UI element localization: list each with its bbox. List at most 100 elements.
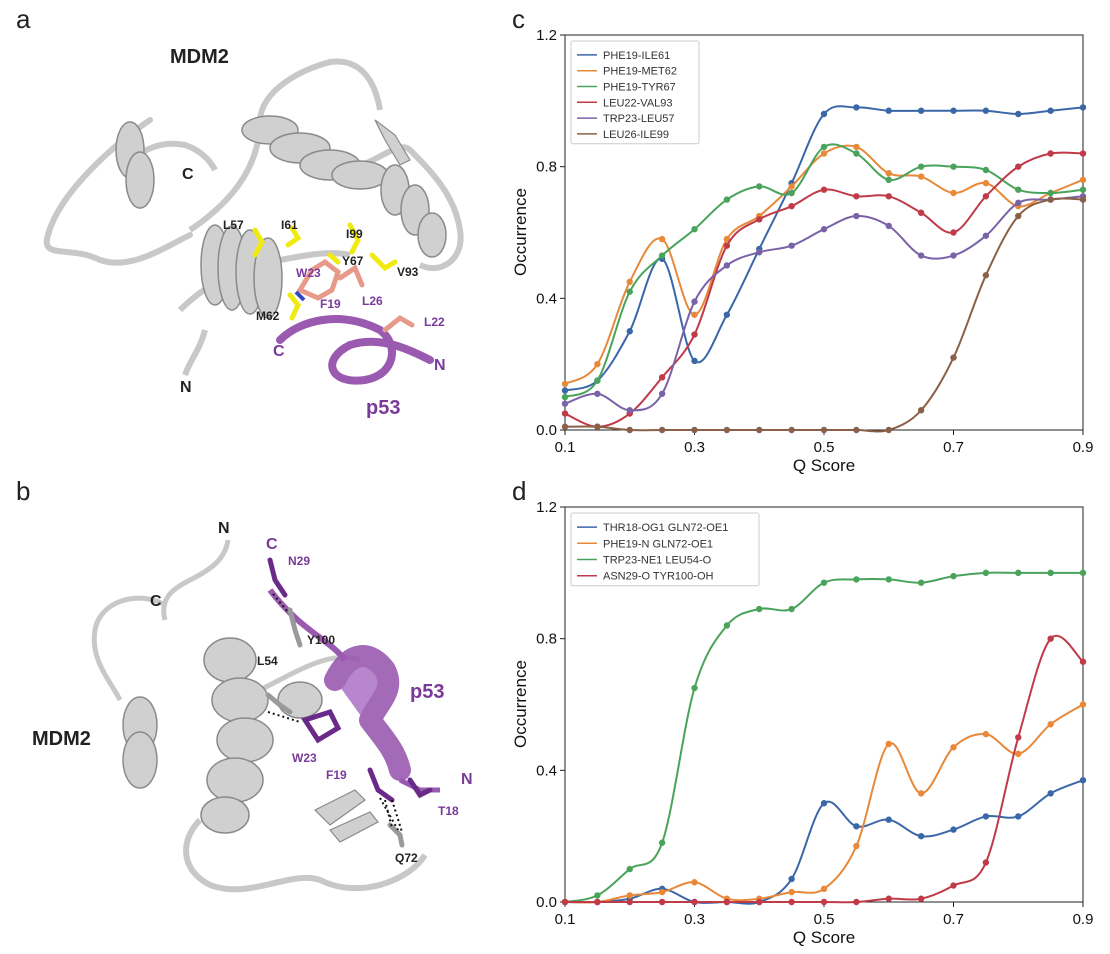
label-mdm2-b: MDM2 [32,728,91,750]
data-point [1047,569,1054,577]
data-point [626,892,633,899]
data-point [982,859,990,866]
label-N29: N29 [288,554,310,568]
data-point [756,183,763,190]
data-point [1079,569,1087,577]
data-point [1079,777,1087,784]
data-point [950,744,957,751]
data-point [626,865,633,873]
data-point [691,898,698,906]
label-Y100: Y100 [307,633,335,647]
label-c-term-a: C [182,166,194,183]
data-point [626,328,633,335]
data-point [1015,750,1022,758]
data-point [982,730,990,738]
data-point [691,331,698,338]
data-point [885,222,892,230]
data-point [917,832,925,840]
data-point [788,242,795,249]
data-point [788,898,795,906]
data-point [691,879,698,886]
data-point [594,423,601,430]
data-point [658,374,666,381]
label-F19-a: F19 [320,297,341,311]
data-point [658,426,666,434]
data-point [788,875,795,883]
data-point [1047,196,1054,203]
label-n-term-a: N [180,379,192,396]
data-point [885,107,892,114]
data-point [982,179,990,187]
x-tick-label: 0.3 [684,911,705,928]
data-point [723,311,731,318]
series-trp23-leu57 [561,193,1087,414]
y-tick-label: 0.0 [536,894,557,911]
label-V93: V93 [397,265,419,279]
data-point [1079,658,1087,665]
chart-d: 0.1 0.3 0.5 0.7 0.9 0.0 0.4 0.8 1.2 THR18-OG1 G… [511,499,1093,947]
data-point [561,410,569,417]
x-ticks-c: 0.1 0.3 0.5 0.7 0.9 [555,430,1093,456]
data-point [691,357,698,365]
label-pep-n-b: N [461,771,473,788]
x-ticks-d: 0.1 0.3 0.5 0.7 0.9 [555,902,1094,928]
data-point [723,242,731,249]
data-point [1079,186,1087,193]
data-point [788,605,795,613]
y-axis-title-c: Occurrence [511,188,530,276]
data-point [885,426,892,434]
data-point [820,150,828,157]
data-point [950,882,957,889]
label-W23-a: W23 [296,266,321,280]
legend-box [570,40,700,145]
data-point [594,898,601,906]
label-Y67: Y67 [342,254,364,268]
x-tick-label: 0.7 [943,439,964,456]
data-point [950,229,957,236]
data-point [658,235,666,243]
series-line [564,571,1083,903]
x-tick-label: 0.9 [1073,911,1094,928]
legend-entry: PHE19-MET62 [603,66,677,78]
data-point [756,898,763,906]
data-point [982,193,990,200]
data-point [917,895,925,902]
data-point [950,252,957,259]
label-c-left-b: C [150,593,162,610]
data-point [658,390,666,397]
data-point [853,842,860,850]
x-tick-label: 0.7 [943,911,964,928]
series-line [564,634,1084,904]
data-point [1079,701,1087,708]
label-mdm2-a: MDM2 [170,46,229,68]
series-phe19-n-gln72-oe1 [561,701,1087,906]
x-axis-title-d: Q Score [793,928,855,947]
series-leu26-ile99 [561,196,1087,434]
x-tick-label: 0.5 [814,439,835,456]
data-point [917,790,925,797]
label-p53-a: p53 [366,397,400,419]
label-F19-b: F19 [326,768,347,782]
data-point [788,183,795,190]
data-point [982,232,990,239]
legend-entry: TRP23-LEU57 [603,113,675,125]
data-point [950,107,957,114]
data-point [1047,635,1054,642]
series-group-d [561,569,1087,906]
data-point [982,813,990,820]
x-tick-label: 0.1 [555,911,576,928]
data-point [561,898,569,906]
data-point [982,272,990,279]
legend-entry: LEU22-VAL93 [603,97,673,109]
data-point [788,426,795,434]
data-point [756,216,763,223]
data-point [1015,212,1022,220]
data-point [1015,163,1022,170]
data-point [1047,150,1054,157]
legend-c: PHE19-ILE61 PHE19-MET62 PHE19-TYR67 LEU22-V… [570,40,700,145]
data-point [1015,199,1022,207]
legend-box [570,512,760,587]
label-W23-b: W23 [292,751,317,765]
data-point [820,143,828,151]
